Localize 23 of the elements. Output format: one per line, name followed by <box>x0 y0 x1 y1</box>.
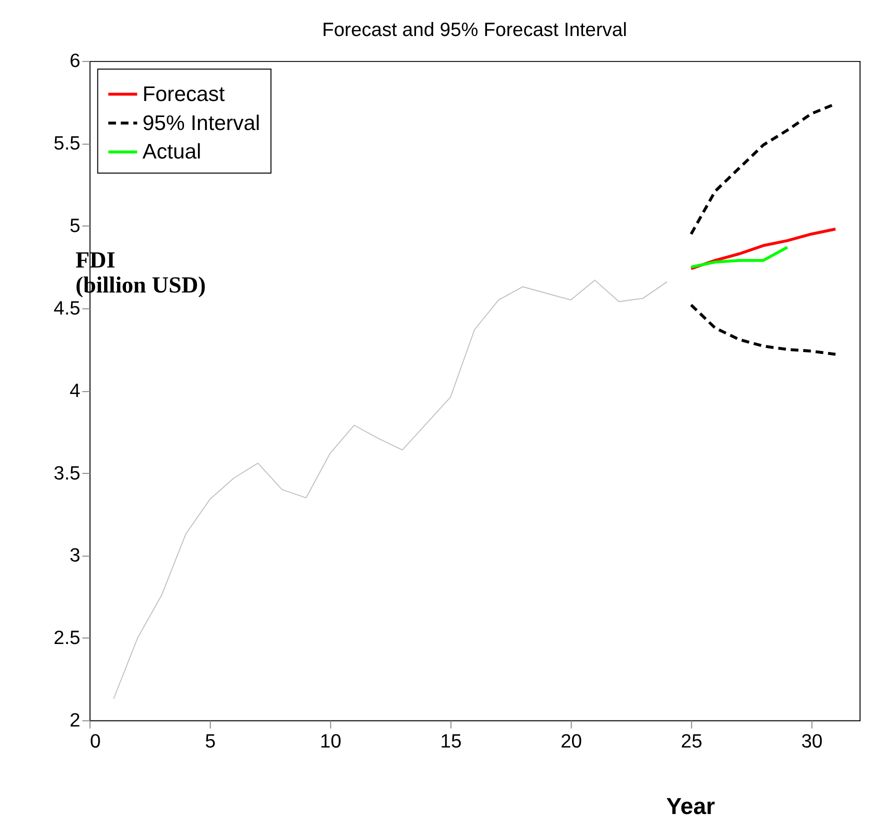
y-tick-label: 2.5 <box>54 628 80 650</box>
legend-label: Forecast <box>142 82 225 106</box>
y-tick-label: 3 <box>70 546 80 567</box>
x-tick-label: 30 <box>801 732 823 753</box>
legend-label: Actual <box>142 140 202 164</box>
x-tick-label: 5 <box>204 732 216 753</box>
legend-label: 95% Interval <box>142 112 260 135</box>
y-tick-label: 2 <box>70 710 80 732</box>
y-tick-label: 6 <box>70 51 80 72</box>
x-tick-label: 25 <box>680 732 702 753</box>
x-tick-label: 20 <box>560 732 582 753</box>
x-tick-label: 0 <box>90 732 101 753</box>
line-series <box>690 246 789 268</box>
line-series <box>690 303 837 356</box>
y-tick-label: 5 <box>70 216 80 238</box>
y-tick-label: 4.5 <box>54 298 80 320</box>
x-axis-title: Year <box>666 793 716 820</box>
y-tick-label: 3.5 <box>54 463 80 484</box>
y-tick-label: 5.5 <box>54 134 80 155</box>
x-tick-label: 15 <box>440 732 462 753</box>
x-tick-label: 10 <box>320 732 342 753</box>
chart-title: Forecast and 95% Forecast Interval <box>322 20 628 41</box>
y-tick-label: 4 <box>70 380 81 402</box>
